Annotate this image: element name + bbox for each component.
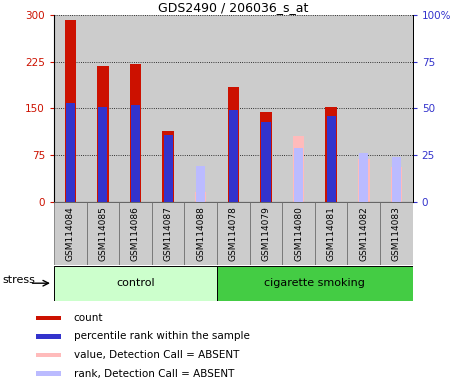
Bar xyxy=(217,15,250,202)
Text: GSM114088: GSM114088 xyxy=(196,206,205,261)
Bar xyxy=(37,334,61,339)
Bar xyxy=(184,202,217,265)
Text: GSM114083: GSM114083 xyxy=(392,206,401,261)
Bar xyxy=(217,266,413,301)
Text: GSM114084: GSM114084 xyxy=(66,206,75,261)
Bar xyxy=(380,202,413,265)
Bar xyxy=(326,116,336,202)
Text: stress: stress xyxy=(3,275,36,285)
Text: control: control xyxy=(116,278,155,288)
Bar xyxy=(37,371,61,376)
Bar xyxy=(348,15,380,202)
Bar xyxy=(217,202,250,265)
Bar xyxy=(195,192,206,202)
Bar xyxy=(54,202,87,265)
Bar xyxy=(130,64,141,202)
Bar xyxy=(315,15,348,202)
Bar xyxy=(261,121,271,202)
Bar xyxy=(37,353,61,357)
Text: GSM114082: GSM114082 xyxy=(359,206,368,261)
Bar xyxy=(164,134,173,202)
Text: rank, Detection Call = ABSENT: rank, Detection Call = ABSENT xyxy=(74,369,234,379)
Bar xyxy=(348,202,380,265)
Bar xyxy=(184,15,217,202)
Text: percentile rank within the sample: percentile rank within the sample xyxy=(74,331,250,341)
Bar xyxy=(87,202,119,265)
Text: GSM114085: GSM114085 xyxy=(98,206,107,261)
Bar xyxy=(391,167,402,202)
Bar xyxy=(119,202,152,265)
Bar xyxy=(250,202,282,265)
Bar xyxy=(358,159,370,202)
Bar xyxy=(54,15,87,202)
Bar xyxy=(392,157,401,202)
Bar xyxy=(315,202,348,265)
Bar xyxy=(359,153,368,202)
Bar xyxy=(152,202,184,265)
Bar xyxy=(260,112,272,202)
Text: GSM114087: GSM114087 xyxy=(164,206,173,261)
Bar xyxy=(294,147,303,202)
Text: cigarette smoking: cigarette smoking xyxy=(265,278,365,288)
Bar xyxy=(196,166,205,202)
Bar xyxy=(131,105,140,202)
Bar xyxy=(227,87,239,202)
Text: GSM114078: GSM114078 xyxy=(229,206,238,261)
Bar xyxy=(66,103,75,202)
Text: GSM114081: GSM114081 xyxy=(327,206,336,261)
Bar xyxy=(380,15,413,202)
Bar xyxy=(97,66,108,202)
Bar xyxy=(282,202,315,265)
Bar xyxy=(325,107,337,202)
Bar xyxy=(282,15,315,202)
Bar xyxy=(65,20,76,202)
Bar xyxy=(98,107,107,202)
Text: GSM114079: GSM114079 xyxy=(261,206,271,261)
Text: count: count xyxy=(74,313,103,323)
Text: GSM114086: GSM114086 xyxy=(131,206,140,261)
Bar xyxy=(293,136,304,202)
Bar xyxy=(162,131,174,202)
Text: value, Detection Call = ABSENT: value, Detection Call = ABSENT xyxy=(74,350,239,360)
Bar xyxy=(152,15,184,202)
Text: GSM114080: GSM114080 xyxy=(294,206,303,261)
Title: GDS2490 / 206036_s_at: GDS2490 / 206036_s_at xyxy=(158,1,309,14)
Bar xyxy=(229,110,238,202)
Bar xyxy=(250,15,282,202)
Bar xyxy=(37,316,61,320)
Bar xyxy=(87,15,119,202)
Bar xyxy=(119,15,152,202)
Bar xyxy=(54,266,217,301)
